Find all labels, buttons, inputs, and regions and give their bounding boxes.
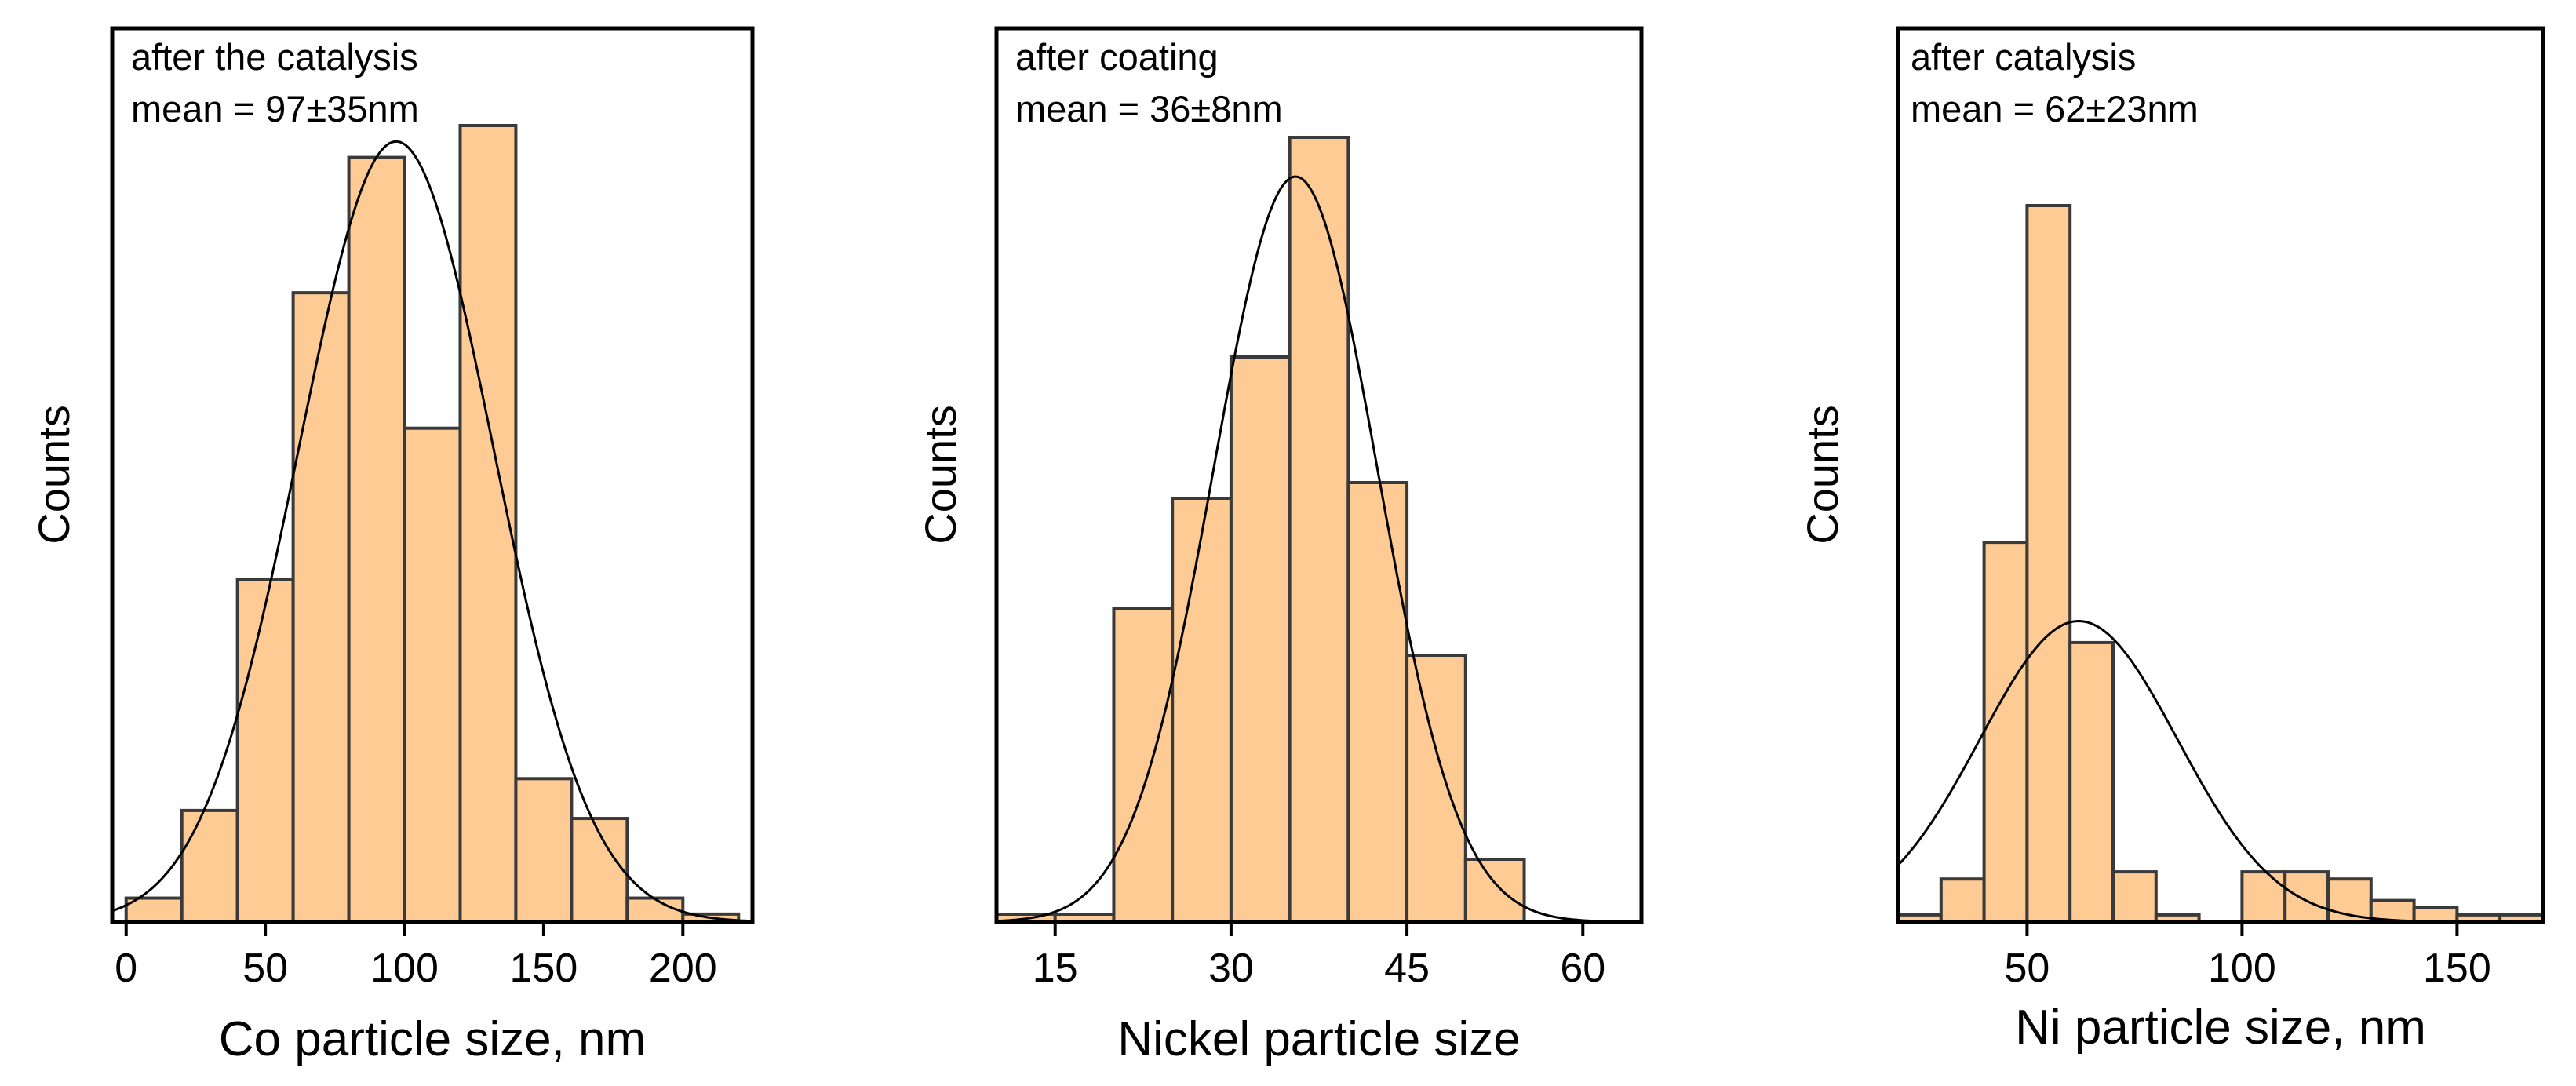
x-tick-label: 100 xyxy=(2208,946,2276,991)
histogram-bar xyxy=(2025,204,2072,924)
histogram-bar xyxy=(514,777,574,924)
annotation-mean: mean = 62±23nm xyxy=(1911,88,2199,129)
histogram-bar xyxy=(1982,541,2029,924)
histogram-bar xyxy=(1463,858,1526,924)
y-axis-label: Counts xyxy=(1798,405,1847,544)
plot-frame xyxy=(110,26,755,924)
annotation-condition: after catalysis xyxy=(1911,36,2136,78)
annotation-condition: after coating xyxy=(1015,36,1219,78)
histogram-bar xyxy=(458,124,518,924)
x-tick-label: 0 xyxy=(115,946,137,991)
histogram-bar xyxy=(2068,640,2115,924)
histogram-bar xyxy=(235,578,295,924)
x-axis-label: Co particle size, nm xyxy=(219,1012,646,1066)
x-axis-ticks: 0 50 100 150 200 xyxy=(115,922,717,991)
x-tick-label: 50 xyxy=(2004,946,2050,991)
histogram-bar xyxy=(1405,654,1467,924)
x-tick-label: 150 xyxy=(2423,946,2491,991)
y-axis-label: Counts xyxy=(29,405,78,544)
histogram-bar xyxy=(1288,136,1350,924)
histogram-bar xyxy=(347,155,406,924)
plot-frame xyxy=(994,26,1644,924)
bars xyxy=(995,136,1526,924)
histogram-bar xyxy=(2111,870,2158,924)
histogram-bar xyxy=(1112,607,1175,924)
histogram-bar xyxy=(2412,906,2459,924)
histogram-panel-nickel-after-coating: 15 30 45 60 after coating mean = 36±8nm Nic… xyxy=(916,26,1644,1066)
x-tick-label: 100 xyxy=(370,946,439,991)
x-tick-label: 150 xyxy=(510,946,578,991)
annotation-mean: mean = 97±35nm xyxy=(131,88,419,129)
histogram-bar xyxy=(180,808,239,924)
histogram-bar xyxy=(2240,870,2287,924)
histogram-bar xyxy=(403,426,462,924)
gaussian-fit-curve xyxy=(111,140,753,923)
histogram-bar xyxy=(1229,355,1292,924)
histogram-bar xyxy=(291,291,351,924)
histogram-bar xyxy=(1346,481,1409,924)
annotation-mean: mean = 36±8nm xyxy=(1015,88,1283,129)
histogram-panel-co-after-catalysis: 0 50 100 150 200 after the catalysis mean = … xyxy=(29,26,755,1066)
x-tick-label: 60 xyxy=(1560,946,1605,991)
bars xyxy=(124,124,741,924)
x-tick-label: 50 xyxy=(242,946,288,991)
x-axis-label: Nickel particle size xyxy=(1117,1012,1520,1066)
x-axis-ticks: 50 100 150 xyxy=(2004,922,2491,991)
x-axis-ticks: 15 30 45 60 xyxy=(1033,922,1605,991)
histogram-bar xyxy=(1171,497,1233,924)
x-tick-label: 200 xyxy=(649,946,717,991)
x-axis-label: Ni particle size, nm xyxy=(2015,1000,2426,1055)
annotation-condition: after the catalysis xyxy=(131,36,418,78)
x-tick-label: 30 xyxy=(1208,946,1254,991)
histogram-bar xyxy=(1939,877,1986,924)
y-axis-label: Counts xyxy=(916,405,965,544)
gaussian-fit-curve xyxy=(996,175,1642,924)
x-tick-label: 45 xyxy=(1384,946,1430,991)
plot-frame xyxy=(1896,26,2545,924)
histogram-panel-ni-after-catalysis: 50 100 150 after catalysis mean = 62±23nm … xyxy=(1798,26,2545,1055)
histogram-bar xyxy=(2283,870,2330,924)
x-tick-label: 15 xyxy=(1033,946,1078,991)
